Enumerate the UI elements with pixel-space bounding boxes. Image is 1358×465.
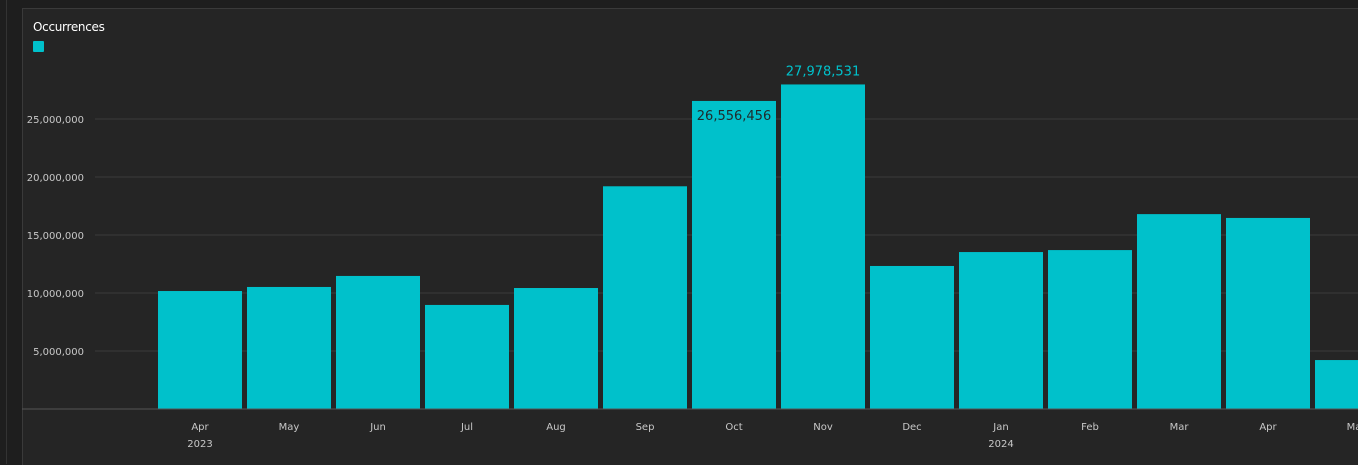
- x-tick-label: Nov: [813, 422, 833, 433]
- y-tick-label: 5,000,000: [33, 347, 84, 358]
- bar[interactable]: [1137, 214, 1221, 409]
- bar[interactable]: [1048, 250, 1132, 409]
- bar[interactable]: [603, 186, 687, 409]
- bar[interactable]: [959, 252, 1043, 409]
- bar[interactable]: [425, 304, 509, 409]
- bar[interactable]: [692, 100, 776, 409]
- bar[interactable]: [781, 84, 865, 410]
- bar[interactable]: [158, 291, 242, 409]
- y-tick-label: 25,000,000: [27, 115, 84, 126]
- data-label: 26,556,456: [697, 109, 771, 124]
- bar[interactable]: [514, 288, 598, 409]
- y-tick-label: 20,000,000: [27, 173, 84, 184]
- x-tick-label: May: [1347, 422, 1358, 433]
- year-label: 2024: [988, 439, 1013, 450]
- x-tick-label: Jan: [992, 422, 1008, 433]
- x-tick-label: Apr: [191, 422, 209, 433]
- y-tick-label: 10,000,000: [27, 289, 84, 300]
- x-tick-label: Mar: [1170, 422, 1190, 433]
- bar[interactable]: [247, 286, 331, 409]
- x-tick-label: Sep: [636, 422, 655, 433]
- x-tick-label: Jun: [369, 422, 386, 433]
- x-tick-label: Oct: [725, 422, 742, 433]
- legend-label: Occurrences: [33, 20, 105, 34]
- x-tick-label: Apr: [1259, 422, 1277, 433]
- bar[interactable]: [1226, 217, 1310, 409]
- x-tick-label: Aug: [546, 422, 566, 433]
- bar[interactable]: [870, 265, 954, 409]
- chart-panel: [22, 8, 1358, 465]
- x-tick-label: Feb: [1081, 422, 1099, 433]
- legend-swatch[interactable]: [33, 41, 44, 52]
- year-label: 2023: [187, 439, 212, 450]
- bar[interactable]: [336, 275, 420, 409]
- bar[interactable]: [1315, 360, 1358, 409]
- left-border: [6, 0, 7, 464]
- data-label: 27,978,531: [786, 64, 860, 79]
- y-tick-label: 15,000,000: [27, 231, 84, 242]
- x-tick-label: May: [279, 422, 300, 433]
- x-tick-label: Jul: [460, 422, 473, 433]
- x-tick-label: Dec: [902, 422, 921, 433]
